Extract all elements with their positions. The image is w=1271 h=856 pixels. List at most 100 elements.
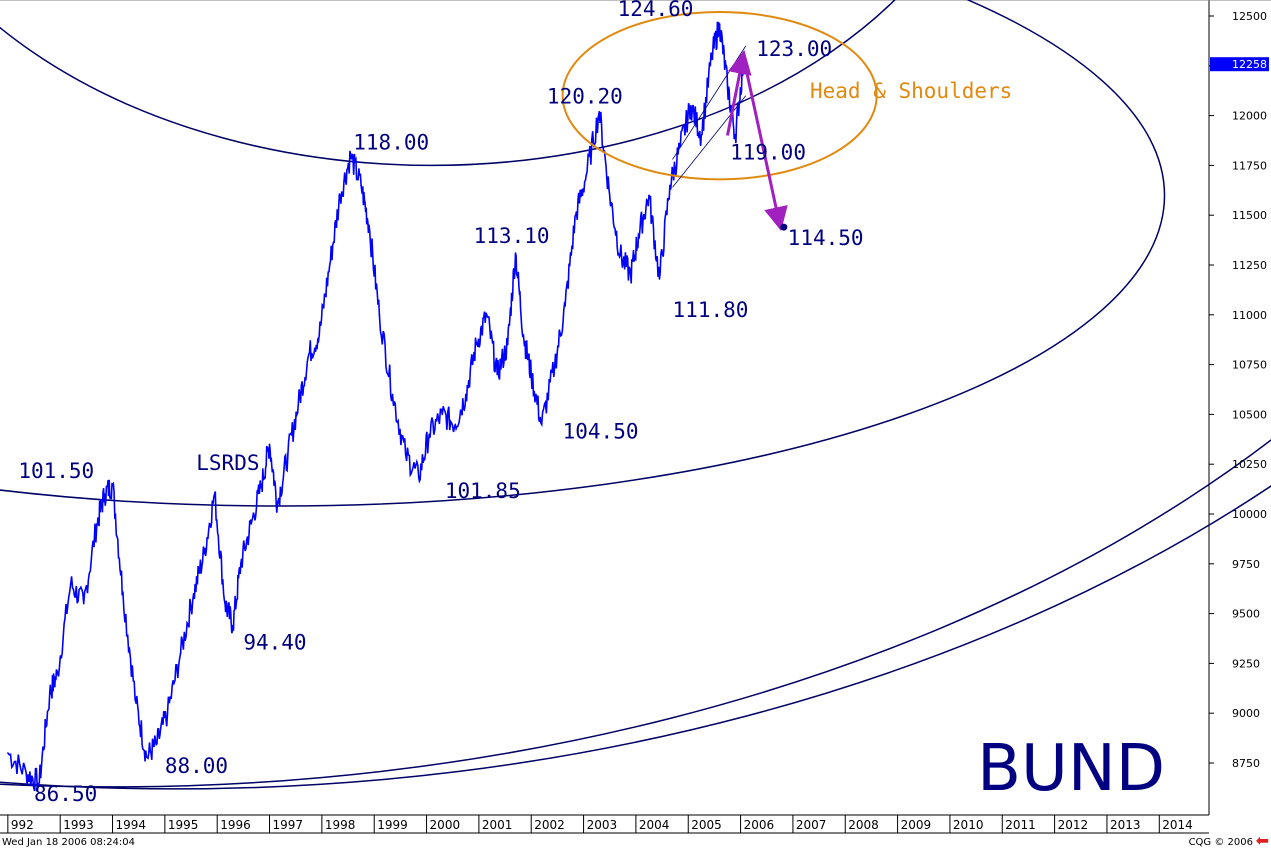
- price-point: [585, 174, 587, 177]
- price-point: [318, 333, 321, 336]
- price-point: [135, 702, 137, 705]
- x-tick-label: 2012: [1058, 818, 1089, 832]
- price-point: [103, 493, 106, 495]
- y-tick-label: 10750: [1232, 359, 1267, 372]
- price-label: 124.60: [618, 0, 694, 21]
- x-tick-label: 2010: [953, 818, 984, 832]
- price-point: [726, 84, 729, 87]
- y-tick-label: 11500: [1232, 209, 1267, 222]
- x-tick-label: 2003: [587, 818, 618, 832]
- projection-arrow-down: [741, 55, 788, 232]
- price-point: [82, 602, 85, 605]
- footer-copyright: CQG © 2006: [1188, 837, 1253, 848]
- price-point: [658, 278, 661, 280]
- price-point: [297, 403, 300, 406]
- x-tick-label: 1997: [273, 818, 304, 832]
- target-dot: [780, 223, 788, 231]
- x-tick-label: 2000: [430, 818, 461, 832]
- price-point: [417, 476, 420, 478]
- x-tick-label: 2002: [534, 818, 565, 832]
- price-point: [25, 772, 27, 774]
- price-point: [734, 134, 737, 137]
- price-label: 123.00: [756, 37, 832, 61]
- x-tick-label: 2007: [796, 818, 827, 832]
- price-point: [522, 333, 525, 336]
- x-tick-label: 2009: [901, 818, 932, 832]
- x-tick-label: 1998: [325, 818, 356, 832]
- head-shoulders-circle: [561, 11, 878, 181]
- labels-layer: 86.50 101.50 88.00 LSRDS 94.40 118.00 101.85 11…: [18, 0, 863, 806]
- price-point: [268, 443, 271, 446]
- price-point: [574, 214, 577, 216]
- x-tick-label: 2013: [1110, 818, 1141, 832]
- x-tick-label: 1993: [63, 818, 94, 832]
- price-point: [598, 110, 601, 113]
- price-label: 113.10: [474, 224, 550, 248]
- price-point: [629, 274, 632, 276]
- price-point: [122, 592, 124, 595]
- price-point: [700, 134, 703, 137]
- overlay-layer: [561, 11, 878, 232]
- x-tick-label: 2004: [639, 818, 670, 832]
- price-label: 118.00: [353, 130, 429, 154]
- x-tick-label: 2011: [1005, 818, 1036, 832]
- price-point: [111, 483, 114, 485]
- current-price-label: 12258: [1232, 58, 1267, 71]
- price-point: [260, 483, 263, 485]
- price-label: 119.00: [730, 140, 806, 164]
- y-tick-label: 11000: [1232, 309, 1267, 322]
- price-point: [224, 602, 226, 605]
- y-tick-label: 12500: [1232, 10, 1267, 23]
- price-point: [192, 592, 195, 595]
- price-point: [307, 353, 310, 356]
- price-label: 104.50: [563, 419, 639, 443]
- price-point: [485, 314, 488, 316]
- price-point: [203, 553, 205, 555]
- price-label: 86.50: [34, 782, 97, 806]
- price-point: [349, 154, 352, 157]
- price-point: [69, 582, 72, 585]
- price-point: [145, 756, 148, 758]
- y-tick-label: 12000: [1232, 110, 1267, 123]
- x-tick-label: 992: [11, 818, 34, 832]
- chart-title: BUND: [977, 732, 1165, 806]
- price-point: [156, 742, 158, 744]
- back-arrow-icon[interactable]: ⬅: [1255, 831, 1269, 850]
- x-tick-label: 2005: [691, 818, 722, 832]
- x-tick-label: 2008: [848, 818, 879, 832]
- price-point: [619, 254, 622, 256]
- price-point: [553, 363, 556, 366]
- price-label: LSRDS: [196, 451, 259, 475]
- price-point: [514, 252, 517, 254]
- price-point: [530, 373, 533, 376]
- price-point: [276, 503, 279, 505]
- y-tick-label: 11250: [1232, 259, 1267, 272]
- price-label: 101.85: [445, 479, 521, 503]
- price-point: [232, 624, 234, 627]
- price-point: [506, 343, 509, 346]
- price-point: [564, 304, 567, 306]
- plot-area: [0, 0, 1209, 815]
- price-label: 114.50: [788, 226, 864, 250]
- price-point: [166, 712, 169, 714]
- pattern-label: Head & Shoulders: [810, 79, 1012, 103]
- footer-timestamp: Wed Jan 18 2006 08:24:04: [2, 837, 136, 848]
- price-point: [404, 453, 407, 456]
- price-point: [339, 194, 341, 197]
- price-point: [718, 23, 721, 25]
- x-tick-label: 2001: [482, 818, 513, 832]
- x-axis: 992 1993 1994 1995 1996 1997 1998 1999 2000 2001 2…: [7, 815, 1193, 833]
- x-tick-label: 1996: [220, 818, 251, 832]
- price-point: [648, 194, 650, 197]
- price-point: [540, 423, 543, 426]
- y-tick-label: 10500: [1232, 408, 1267, 421]
- x-tick-label: 1999: [377, 818, 408, 832]
- price-label: 88.00: [165, 754, 228, 778]
- x-tick-label: 2014: [1162, 818, 1193, 832]
- lower-arc-2: [0, 484, 1271, 790]
- price-label: 94.40: [243, 630, 306, 654]
- price-point: [441, 413, 444, 416]
- y-axis: 1250012250120001175011500112501100010750…: [1209, 10, 1269, 770]
